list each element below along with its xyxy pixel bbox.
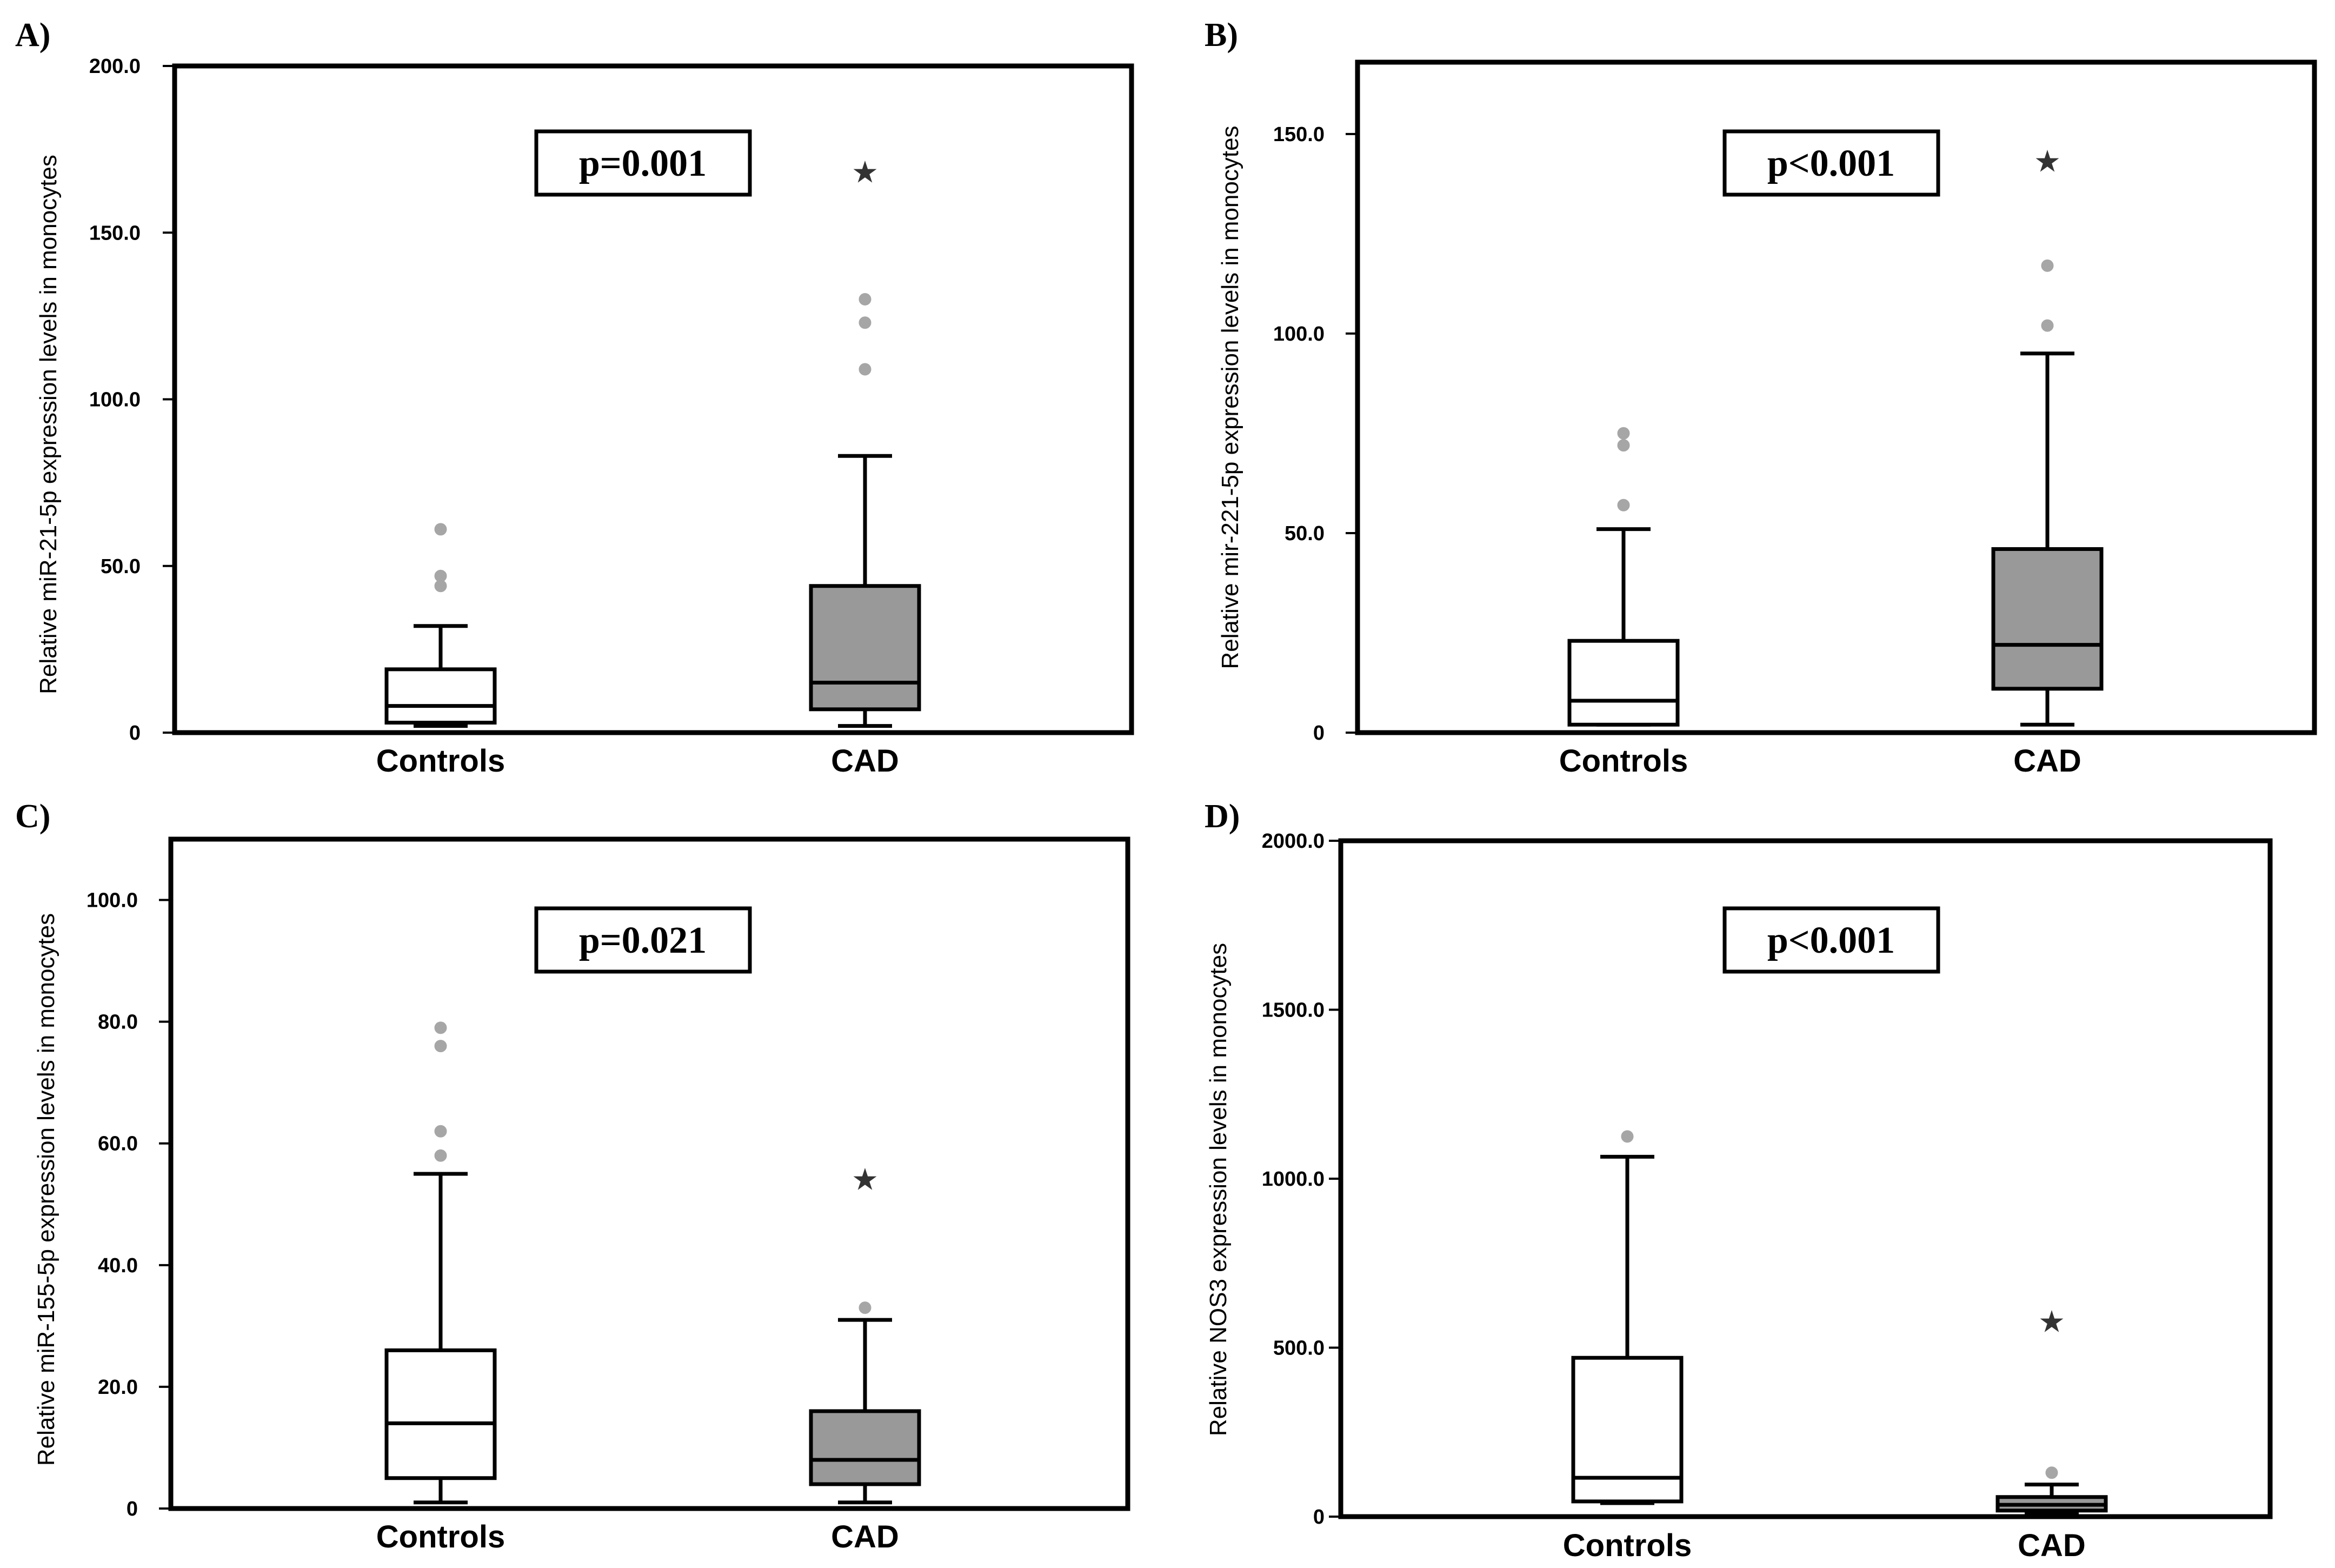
iqr-box — [384, 667, 497, 725]
box-plots: ★ — [1567, 144, 2104, 727]
outlier-point — [434, 569, 447, 582]
category-label-controls: Controls — [1563, 1528, 1692, 1563]
p-value-text: p<0.001 — [1767, 920, 1895, 961]
box-controls — [1567, 427, 1680, 727]
box-cad: ★ — [809, 1162, 921, 1505]
y-tick-label: 80.0 — [98, 1011, 138, 1034]
panel-letter: B) — [1205, 17, 1238, 54]
outlier-point — [1621, 1130, 1634, 1143]
panel-d: D) Relative NOS3 expression levels in mo… — [1205, 798, 2273, 1563]
p-value-text: p<0.001 — [1767, 143, 1895, 184]
iqr-box — [384, 1348, 497, 1480]
category-label-controls: Controls — [1559, 743, 1688, 779]
y-tick-label: 150.0 — [1273, 123, 1325, 146]
panel-letter: A) — [15, 17, 50, 54]
box-controls — [384, 523, 497, 728]
y-axis-label: Relative mir-221-5p expression levels in… — [1217, 125, 1243, 669]
p-value-text: p=0.001 — [579, 143, 707, 184]
y-tick-label: 50.0 — [101, 555, 141, 578]
outlier-point — [434, 1149, 447, 1162]
category-label-controls: Controls — [376, 1519, 505, 1554]
p-value-text: p=0.021 — [579, 920, 707, 961]
box-plots: ★ — [384, 155, 921, 728]
iqr-box — [1571, 1356, 1684, 1504]
outlier-point — [2041, 319, 2054, 332]
iqr-box — [1991, 547, 2104, 691]
box-cad: ★ — [1991, 144, 2104, 727]
category-label-cad: CAD — [831, 743, 899, 779]
outlier-point — [1617, 499, 1630, 511]
y-tick-label: 50.0 — [1285, 522, 1325, 545]
extreme-point: ★ — [2038, 1305, 2065, 1340]
outlier-point — [859, 293, 872, 306]
y-axis-label: Relative miR-155-5p expression levels in… — [33, 913, 59, 1466]
category-label-cad: CAD — [2013, 743, 2081, 779]
y-tick-label: 1500.0 — [1262, 999, 1325, 1022]
y-tick-label: 1000.0 — [1262, 1168, 1325, 1191]
outlier-point — [1617, 439, 1630, 452]
category-label-cad: CAD — [2018, 1528, 2086, 1563]
plot-frame — [168, 836, 1130, 1511]
outlier-point — [1617, 427, 1630, 440]
y-tick-label: 20.0 — [98, 1376, 138, 1399]
y-tick-label: 60.0 — [98, 1133, 138, 1155]
category-label-controls: Controls — [376, 743, 505, 779]
outlier-point — [859, 316, 872, 329]
y-tick-label: 40.0 — [98, 1254, 138, 1277]
outlier-point — [2045, 1466, 2058, 1479]
p-value-box — [534, 906, 752, 974]
y-tick-label: 100.0 — [89, 389, 141, 411]
extreme-point: ★ — [2034, 144, 2061, 180]
plot-frame — [1338, 838, 2273, 1519]
box-plots: ★ — [384, 1021, 921, 1505]
category-label-cad: CAD — [831, 1519, 899, 1554]
panel-a: A) Relative miR-21-5p expression levels … — [15, 17, 1134, 779]
y-tick-label: 100.0 — [87, 889, 138, 912]
extreme-point: ★ — [851, 1162, 879, 1197]
y-tick-label: 0 — [1313, 722, 1325, 745]
y-axis-ticks: 0 50.0 100.0 150.0 — [1273, 123, 1358, 745]
y-tick-label: 150.0 — [89, 222, 141, 244]
plot-frame — [1355, 59, 2317, 735]
box-cad: ★ — [1995, 1305, 2108, 1516]
panel-b: B) Relative mir-221-5p expression levels… — [1205, 17, 2317, 779]
outlier-point — [859, 1301, 872, 1314]
y-tick-label: 2000.0 — [1262, 830, 1325, 853]
iqr-box — [809, 1409, 921, 1486]
panel-c: C) Relative miR-155-5p expression levels… — [15, 798, 1130, 1554]
y-tick-label: 0 — [127, 1498, 138, 1520]
outlier-point — [2041, 259, 2054, 272]
y-tick-label: 500.0 — [1273, 1337, 1325, 1360]
p-value-box — [1722, 129, 1940, 197]
outlier-point — [434, 1125, 447, 1138]
box-cad: ★ — [809, 155, 921, 728]
box-plots: ★ — [1571, 1130, 2108, 1516]
y-axis-label: Relative miR-21-5p expression levels in … — [35, 155, 62, 694]
p-value-box — [534, 129, 752, 197]
box-controls — [384, 1021, 497, 1505]
panel-letter: C) — [15, 798, 50, 835]
plot-frame — [172, 63, 1134, 735]
y-axis-ticks: 0 500.0 1000.0 1500.0 2000.0 — [1262, 830, 1341, 1529]
outlier-point — [434, 1040, 447, 1053]
y-axis-label: Relative NOS3 expression levels in monoc… — [1205, 943, 1232, 1436]
outlier-point — [434, 523, 447, 536]
extreme-point: ★ — [851, 155, 879, 190]
outlier-point — [434, 1021, 447, 1034]
p-value-box — [1722, 906, 1940, 974]
iqr-box — [1567, 639, 1680, 727]
y-axis-ticks: 0 20.0 40.0 60.0 80.0 100.0 — [87, 889, 171, 1520]
outlier-point — [859, 363, 872, 376]
y-axis-ticks: 0 50.0 100.0 150.0 200.0 — [89, 55, 175, 745]
y-tick-label: 0 — [1313, 1506, 1325, 1529]
y-tick-label: 100.0 — [1273, 323, 1325, 346]
box-controls — [1571, 1130, 1684, 1505]
y-tick-label: 200.0 — [89, 55, 141, 78]
iqr-box — [809, 584, 921, 712]
y-tick-label: 0 — [129, 722, 141, 745]
panel-letter: D) — [1205, 798, 1240, 835]
